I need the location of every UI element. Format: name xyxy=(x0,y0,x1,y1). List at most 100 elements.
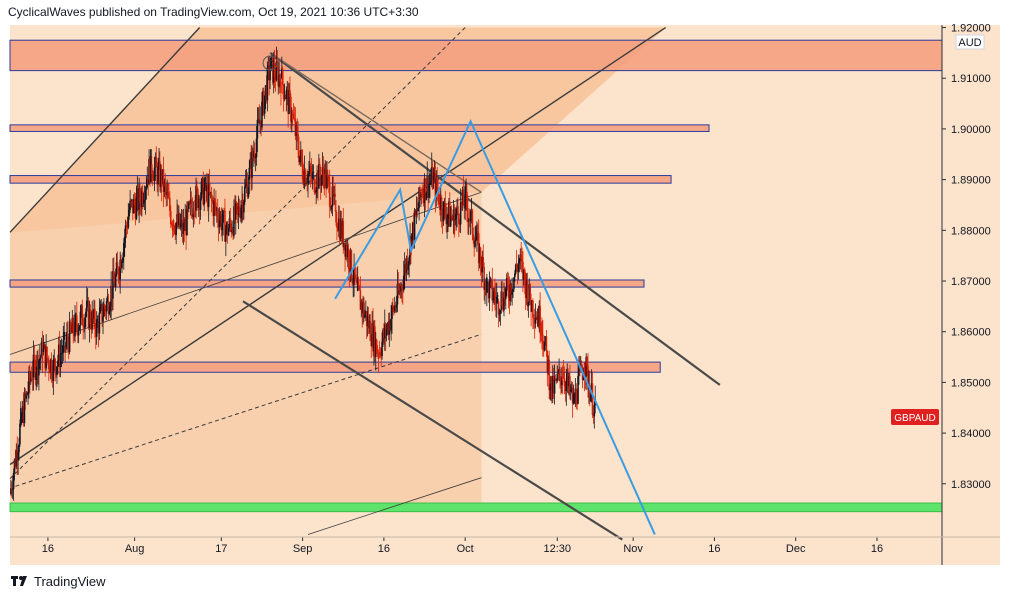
pattern-point-label: C xyxy=(266,59,273,70)
candle-body xyxy=(493,291,495,299)
candle-body xyxy=(20,408,22,424)
candle-body xyxy=(517,263,520,273)
candle-body xyxy=(120,259,122,269)
candle-body xyxy=(56,366,58,375)
candle-body xyxy=(542,343,545,351)
candle-body xyxy=(329,206,332,210)
candle-body xyxy=(532,317,535,320)
pattern-point-marker[interactable] xyxy=(262,55,278,71)
candle-body xyxy=(185,218,187,235)
candle-body xyxy=(196,185,198,190)
descending-lower-line[interactable] xyxy=(242,300,623,541)
triangle-edge-line[interactable] xyxy=(269,52,482,193)
candle-body xyxy=(387,323,390,335)
candle-body xyxy=(234,206,236,220)
candle-body xyxy=(539,305,541,334)
candle-body xyxy=(57,360,59,367)
candle-body xyxy=(292,114,295,119)
candle-body xyxy=(73,333,75,337)
candle-body xyxy=(171,224,174,231)
candle-body xyxy=(408,257,410,264)
candle-body xyxy=(404,264,407,273)
support-diagonal-line[interactable] xyxy=(307,477,482,535)
candle-body xyxy=(215,202,217,210)
candle-body xyxy=(14,459,17,467)
candle-body xyxy=(430,167,433,182)
candle-body xyxy=(283,97,286,100)
candle-body xyxy=(308,172,310,175)
candle-body xyxy=(79,311,82,326)
candle-body xyxy=(438,193,440,205)
candle-body xyxy=(287,89,289,114)
candle-body xyxy=(492,298,494,301)
price-tick-label: 1.85000 xyxy=(951,377,991,389)
resistance-zone-1890[interactable] xyxy=(9,175,672,184)
descending-upper-line[interactable] xyxy=(269,51,721,386)
candle-body xyxy=(210,192,213,200)
candle-body xyxy=(284,97,287,100)
candle-body xyxy=(94,329,97,337)
channel-mid-lower-line[interactable] xyxy=(15,333,482,487)
candle-body xyxy=(301,162,304,180)
candle-body xyxy=(82,324,84,327)
candle-body xyxy=(557,373,559,375)
candle-body xyxy=(228,218,231,229)
resistance-zone-1870[interactable] xyxy=(9,279,645,288)
candle-body xyxy=(19,423,21,445)
candle-body xyxy=(165,186,168,195)
top-resistance-zone[interactable] xyxy=(9,39,943,72)
candle-body xyxy=(29,377,32,381)
candle-body xyxy=(590,383,593,395)
candle-body xyxy=(45,346,47,369)
candle-body xyxy=(207,183,210,208)
candle-body xyxy=(439,204,441,210)
candle-body xyxy=(349,250,352,274)
candle-body xyxy=(389,321,392,330)
candle-body xyxy=(422,194,425,204)
candle-body xyxy=(259,120,261,124)
candle-body xyxy=(448,201,450,215)
candle-body xyxy=(558,369,560,374)
candle-body xyxy=(254,157,257,159)
candle-body xyxy=(341,221,344,239)
candle-body xyxy=(315,190,317,193)
symbol-price-label[interactable]: GBPAUD xyxy=(891,409,939,425)
channel-mid-line[interactable] xyxy=(9,27,466,480)
price-chart[interactable]: C 1.830001.840001.850001.860001.870001.8… xyxy=(0,0,1009,572)
candle-body xyxy=(339,219,342,240)
candle-body xyxy=(439,197,442,210)
candle-body xyxy=(258,119,261,124)
candle-body xyxy=(411,222,414,234)
channel-upper-line[interactable] xyxy=(9,27,201,233)
candle-body xyxy=(412,222,415,240)
candle-body xyxy=(200,181,203,199)
candle-body xyxy=(59,353,62,367)
resistance-zone-1900[interactable] xyxy=(9,124,710,132)
price-axis[interactable]: 1.83000 1.84000 1.85000 1.86000 1.87000 1.880… xyxy=(942,23,991,491)
support-zone-1825[interactable] xyxy=(9,502,943,513)
candle-body xyxy=(378,351,381,353)
candle-body xyxy=(357,279,360,287)
time-axis[interactable]: 16 Aug 17 Sep 16 Oct 12:30 Nov 16 Dec 16 xyxy=(42,537,883,555)
candle-body xyxy=(152,178,155,181)
candle-body xyxy=(269,70,271,81)
candle-body xyxy=(48,359,50,370)
currency-label: AUD xyxy=(955,34,985,50)
candle-body xyxy=(206,185,209,208)
candle-body xyxy=(89,309,92,325)
candle-body xyxy=(348,268,351,274)
candle-body xyxy=(250,158,252,178)
candle-body xyxy=(176,214,178,224)
candle-body xyxy=(366,315,369,327)
candle-body xyxy=(198,198,201,210)
candle-body xyxy=(564,385,567,391)
candle-body xyxy=(420,194,422,198)
resistance-zone-1853[interactable] xyxy=(9,361,661,373)
candle-body xyxy=(160,169,163,188)
candle-body xyxy=(92,311,94,319)
harmonic-pattern-line[interactable] xyxy=(334,118,656,535)
channel-lower-line[interactable] xyxy=(9,26,667,466)
candle-body xyxy=(23,394,26,424)
candle-body xyxy=(459,201,462,225)
candle-body xyxy=(463,205,466,209)
